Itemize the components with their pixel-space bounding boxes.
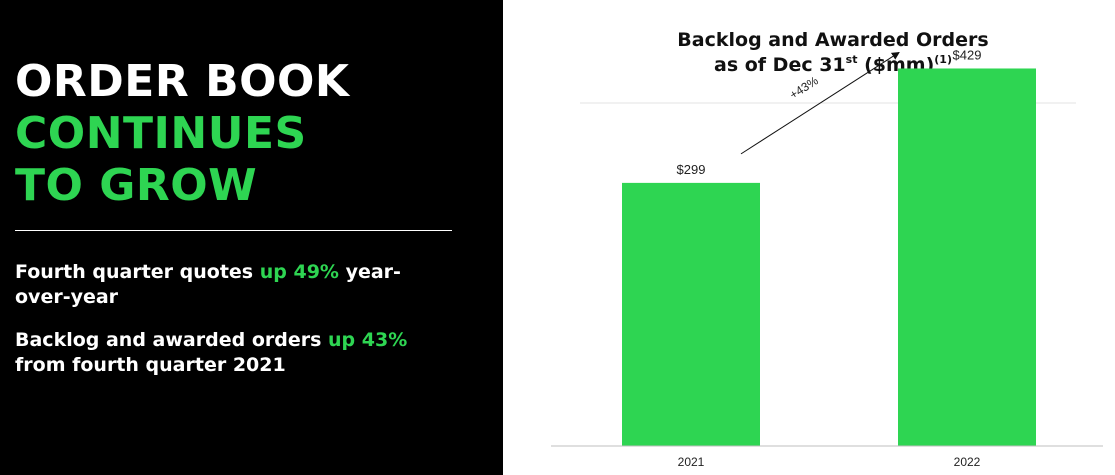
headline-line-2: CONTINUES [15,108,307,159]
x-tick-label-2022: 2022 [954,455,981,469]
chart-title-date: as of Dec 31 [714,54,846,76]
chart-title-footnote: (1) [934,53,952,66]
bullet-quotes: Fourth quarter quotes up 49% year-over-y… [15,260,455,310]
bullet-quotes-post: year-over-year [15,261,401,308]
divider [15,230,452,231]
left-panel: ORDER BOOK CONTINUES TO GROW Fourth quar… [0,0,503,475]
bar-2021 [622,182,760,446]
growth-annotation: +43% [787,73,821,102]
bullet-backlog-post: from fourth quarter 2021 [15,354,286,376]
data-label-2021: $299 [677,162,706,177]
headline-line-3: TO GROW [15,160,258,211]
bullet-quotes-pre: Fourth quarter quotes [15,261,260,283]
x-tick-label-2021: 2021 [678,455,705,469]
chart-panel: Backlog and Awarded Orders as of Dec 31s… [503,0,1115,475]
bar-2022 [898,68,1036,446]
bullet-backlog: Backlog and awarded orders up 43% from f… [15,328,455,378]
chart-title-ordinal: st [845,53,858,66]
bullet-backlog-highlight: up 43% [328,329,408,351]
bullet-quotes-highlight: up 49% [259,261,339,283]
headline: ORDER BOOK CONTINUES TO GROW [15,56,350,212]
chart-title-line-1: Backlog and Awarded Orders [677,29,989,51]
growth-arrow [740,51,900,155]
data-label-2022: $429 [953,47,982,62]
headline-line-1: ORDER BOOK [15,56,350,107]
bar-chart: $299 2021 $429 2022 +43% [551,47,1103,469]
bullet-backlog-pre: Backlog and awarded orders [15,329,329,351]
chart-title: Backlog and Awarded Orders as of Dec 31s… [503,28,1115,78]
